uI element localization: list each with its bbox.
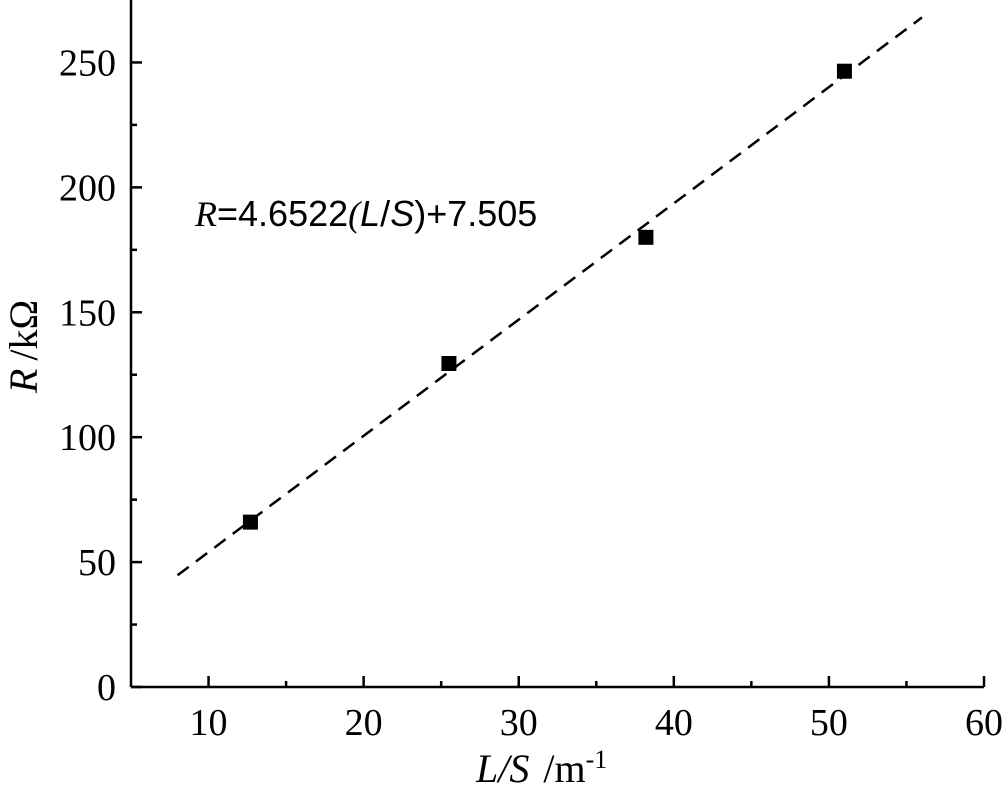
eq-s: S: [390, 193, 414, 234]
data-point: [638, 229, 654, 245]
y-tick-label: 150: [59, 292, 116, 334]
x-tick-label: 20: [345, 702, 383, 744]
x-axis-exp: -1: [586, 745, 608, 774]
x-tick-label: 60: [965, 702, 1003, 744]
x-tick-label: 30: [500, 702, 538, 744]
y-tick-label: 100: [59, 417, 116, 459]
ticks: [131, 61, 986, 689]
y-tick-label: 50: [78, 542, 116, 584]
x-axis-unit: /m: [543, 746, 585, 791]
x-tick-label: 50: [810, 702, 848, 744]
data-points: [242, 63, 852, 530]
eq-r: R: [194, 194, 217, 234]
eq-close-paren: ): [414, 193, 426, 234]
fit-line: [176, 16, 923, 577]
eq-l: L: [360, 193, 380, 234]
axes: [129, 0, 984, 689]
y-tick-label: 200: [59, 167, 116, 209]
eq-slope: =4.6522: [217, 193, 348, 234]
y-tick-label: 250: [59, 42, 116, 84]
eq-slash: /: [380, 193, 390, 234]
y-axis-unit: /kΩ: [1, 300, 46, 361]
data-point: [836, 63, 852, 79]
eq-open-paren: (: [348, 194, 362, 234]
data-point: [441, 355, 457, 371]
data-point: [242, 514, 258, 530]
y-tick-label: 0: [97, 667, 116, 709]
x-axis-var: L/S: [475, 746, 529, 791]
fit-equation: R=4.6522(L/S)+7.505: [194, 193, 537, 234]
eq-intercept: +7.505: [426, 193, 537, 234]
y-axis-title: R/kΩ: [1, 300, 46, 394]
tick-labels: 10 20 30 40 50 60 0 50 100 150 200 250: [59, 42, 1003, 744]
y-axis-var: R: [1, 369, 46, 394]
x-tick-label: 40: [655, 702, 693, 744]
x-axis-title: L/S/m-1: [475, 745, 607, 791]
x-tick-label: 10: [190, 702, 228, 744]
